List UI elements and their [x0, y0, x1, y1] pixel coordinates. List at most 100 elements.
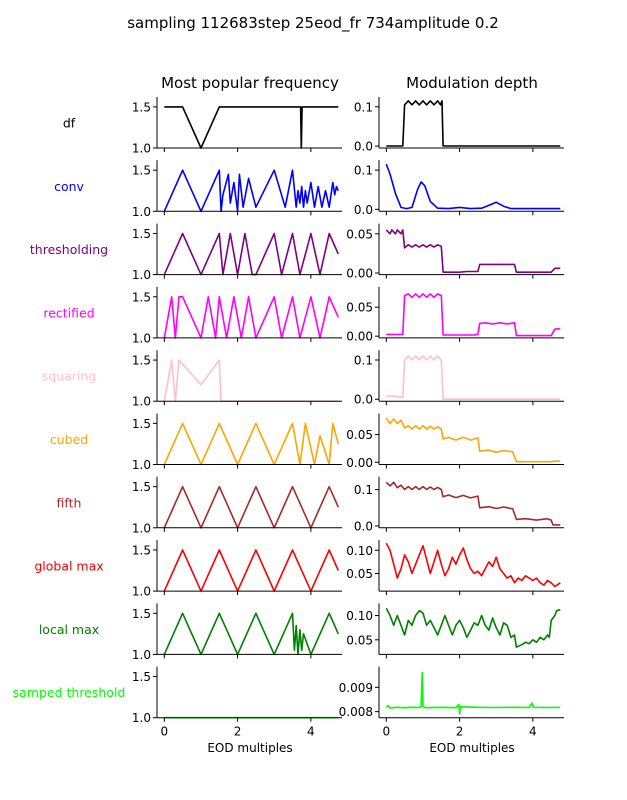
- depth-panel-fifth: 0.0 0.1: [354, 476, 564, 533]
- freq-panel-squaring-ytick-label: 1.0: [132, 395, 151, 409]
- depth-panel-rectified-line: [386, 293, 561, 337]
- depth-panel-samped-threshold-ytick-label: 0.008: [339, 705, 373, 719]
- freq-panel-samped-threshold: 1.0 1.5 0 2 4: [132, 666, 342, 739]
- depth-panel-samped-threshold-line: [385, 672, 561, 715]
- xlabel-depth: EOD multiples: [429, 741, 514, 755]
- depth-panel-global-max: 0.05 0.10: [346, 540, 564, 596]
- depth-panel-conv-ytick-label: 0.1: [354, 164, 373, 178]
- freq-panel-global-max-ytick-label: 1.5: [132, 543, 151, 557]
- freq-panel-fifth-ytick-label: 1.0: [132, 521, 151, 535]
- freq-panel-local-max: 1.0 1.5: [132, 603, 342, 662]
- freq-panel-samped-threshold-xtick-label: 2: [234, 725, 242, 739]
- depth-panel-local-max-line: [385, 607, 561, 648]
- row-label-rectified: rectified: [43, 305, 94, 320]
- row-label-local-max: local max: [39, 622, 99, 637]
- depth-panel-squaring: 0.0 0.1: [354, 350, 564, 407]
- freq-panel-conv: 1.0 1.5: [132, 160, 342, 219]
- depth-panel-cubed-ytick-label: 0.05: [346, 428, 373, 442]
- depth-panel-df-ytick-label: 0.0: [354, 140, 373, 154]
- freq-panel-local-max-line: [163, 612, 340, 656]
- freq-panel-global-max-line: [163, 549, 340, 592]
- row-label-thresholding: thresholding: [30, 242, 108, 257]
- depth-panel-samped-threshold-xtick-label: 0: [383, 725, 391, 739]
- depth-panel-samped-threshold-ytick-label: 0.009: [339, 681, 373, 695]
- freq-panel-rectified-ytick-label: 1.0: [132, 331, 151, 345]
- depth-panel-rectified-ytick-label: 0.05: [346, 301, 373, 315]
- depth-panel-thresholding-ytick-label: 0.05: [346, 227, 373, 241]
- freq-panel-thresholding: 1.0 1.5: [132, 223, 342, 282]
- freq-panel-rectified-ytick-label: 1.5: [132, 290, 151, 304]
- depth-panel-samped-threshold-xtick-label: 2: [456, 725, 464, 739]
- freq-panel-local-max-ytick-label: 1.0: [132, 648, 151, 662]
- freq-panel-conv-line: [163, 169, 340, 213]
- depth-panel-global-max-line: [385, 542, 561, 588]
- freq-panel-thresholding-ytick-label: 1.5: [132, 227, 151, 241]
- freq-panel-df-line: [164, 106, 339, 149]
- freq-panel-cubed-line: [163, 422, 340, 466]
- row-label-samped-threshold: samped threshold: [13, 685, 126, 700]
- depth-panel-thresholding-ytick-label: 0.00: [346, 267, 373, 281]
- depth-panel-local-max-ytick-label: 0.05: [346, 633, 373, 647]
- depth-panel-cubed: 0.00 0.05: [346, 413, 564, 470]
- depth-panel-global-max-ytick-label: 0.10: [346, 544, 373, 558]
- freq-panel-fifth-ytick-label: 1.5: [132, 480, 151, 494]
- depth-panel-squaring-ytick-label: 0.1: [354, 354, 373, 368]
- col-title-frequency: Most popular frequency: [161, 74, 339, 92]
- freq-panel-rectified-line: [163, 296, 340, 339]
- row-label-squaring: squaring: [42, 369, 97, 384]
- freq-panel-local-max-ytick-label: 1.5: [132, 607, 151, 621]
- depth-panel-cubed-line: [385, 417, 561, 463]
- freq-panel-conv-ytick-label: 1.0: [132, 205, 151, 219]
- freq-panel-samped-threshold-xtick-label: 4: [307, 725, 315, 739]
- depth-panel-local-max: 0.05 0.10: [346, 603, 564, 659]
- depth-panel-samped-threshold-xtick-label: 4: [529, 725, 537, 739]
- freq-panel-squaring: 1.0 1.5: [132, 350, 342, 409]
- depth-panel-rectified: 0.00 0.05: [346, 286, 564, 344]
- depth-panel-df-line: [386, 100, 561, 147]
- row-label-df: df: [63, 116, 76, 131]
- row-label-cubed: cubed: [50, 432, 88, 447]
- depth-panel-fifth-ytick-label: 0.1: [354, 483, 373, 497]
- depth-panel-samped-threshold: 0.008 0.009 0 2 4: [339, 666, 564, 739]
- freq-panel-rectified: 1.0 1.5: [132, 286, 342, 345]
- freq-panel-conv-ytick-label: 1.5: [132, 164, 151, 178]
- freq-panel-global-max: 1.0 1.5: [132, 540, 342, 599]
- depth-panel-global-max-ytick-label: 0.05: [346, 567, 373, 581]
- depth-panel-cubed-ytick-label: 0.00: [346, 456, 373, 470]
- depth-panel-conv-line: [385, 163, 561, 210]
- freq-panel-samped-threshold-ytick-label: 1.5: [132, 670, 151, 684]
- col-title-depth: Modulation depth: [406, 74, 538, 92]
- depth-panel-thresholding-line: [385, 229, 561, 273]
- freq-panel-fifth-line: [163, 485, 340, 529]
- depth-panel-fifth-line: [385, 481, 561, 526]
- row-label-fifth: fifth: [57, 495, 82, 510]
- row-label-conv: conv: [54, 179, 84, 194]
- freq-panel-cubed-ytick-label: 1.5: [132, 417, 151, 431]
- depth-panel-conv-ytick-label: 0.0: [354, 203, 373, 217]
- depth-panel-df-ytick-label: 0.1: [354, 100, 373, 114]
- row-label-global-max: global max: [34, 559, 103, 574]
- freq-panel-thresholding-ytick-label: 1.0: [132, 268, 151, 282]
- depth-panel-thresholding: 0.00 0.05: [346, 223, 564, 281]
- freq-panel-fifth: 1.0 1.5: [132, 476, 342, 535]
- depth-panel-df: 0.0 0.1: [354, 97, 564, 154]
- freq-panel-samped-threshold-ytick-label: 1.0: [132, 711, 151, 725]
- freq-panel-global-max-ytick-label: 1.0: [132, 585, 151, 599]
- panels: df 1.0 1.5 0.0 0.1 conv 1.0 1.5 0.0 0.1 thresholdi…: [13, 97, 564, 739]
- freq-panel-squaring-line: [163, 359, 339, 402]
- freq-panel-cubed-ytick-label: 1.0: [132, 458, 151, 472]
- depth-panel-local-max-ytick-label: 0.10: [346, 609, 373, 623]
- freq-panel-samped-threshold-xtick-label: 0: [161, 725, 169, 739]
- xlabel-frequency: EOD multiples: [207, 741, 292, 755]
- figure-title: sampling 112683step 25eod_fr 734amplitud…: [127, 14, 499, 33]
- depth-panel-squaring-line: [386, 355, 561, 400]
- depth-panel-rectified-ytick-label: 0.00: [346, 330, 373, 344]
- depth-panel-conv: 0.0 0.1: [354, 160, 564, 217]
- freq-panel-df-ytick-label: 1.0: [132, 142, 151, 156]
- freq-panel-df-ytick-label: 1.5: [132, 100, 151, 114]
- freq-panel-df: 1.0 1.5: [132, 97, 342, 156]
- depth-panel-fifth-ytick-label: 0.0: [354, 519, 373, 533]
- freq-panel-cubed: 1.0 1.5: [132, 413, 342, 472]
- freq-panel-squaring-ytick-label: 1.5: [132, 354, 151, 368]
